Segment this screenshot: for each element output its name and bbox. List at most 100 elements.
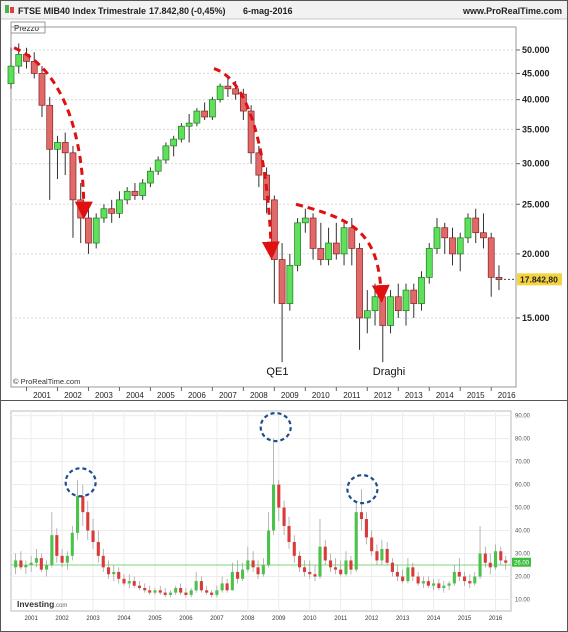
y-tick-label: 20.000 — [522, 249, 550, 259]
candle-body — [61, 142, 69, 154]
candle — [364, 512, 368, 545]
candle-body — [194, 581, 198, 591]
candle — [132, 576, 136, 589]
y-tick-label: 10.00 — [515, 598, 531, 604]
volatility-candlestick-chart: 10.00 20.00 30.00 40.00 50.00 60.00 70.00 80.00… — [10, 410, 531, 622]
candle-body — [349, 560, 353, 570]
candle-body — [447, 583, 451, 586]
candle — [147, 167, 154, 188]
candle — [29, 555, 33, 572]
y-tick-label: 90.00 — [515, 414, 531, 420]
candle — [349, 555, 353, 575]
candle — [85, 208, 92, 254]
candle-body — [302, 567, 307, 572]
candle-body — [85, 217, 92, 244]
candle — [348, 218, 356, 266]
y-tick-label: 50.000 — [522, 45, 550, 55]
candle — [333, 558, 338, 575]
candle — [236, 560, 240, 584]
candle — [139, 179, 147, 200]
candle — [184, 588, 188, 598]
candle — [30, 52, 38, 79]
candle — [292, 535, 296, 563]
candle-body — [255, 152, 263, 176]
candle-body — [39, 558, 43, 570]
candle — [91, 519, 95, 549]
x-tick-label: 2009 — [281, 391, 299, 398]
x-tick-label: 2011 — [334, 616, 348, 622]
candle-body — [480, 232, 487, 239]
current-value-tag — [512, 557, 531, 567]
candle — [487, 232, 495, 297]
last-price-tag — [517, 273, 562, 286]
candle-body — [401, 576, 405, 582]
candle-body — [387, 296, 394, 326]
candle — [464, 213, 472, 244]
y-tick-label: 50.00 — [515, 506, 531, 512]
candle-body — [54, 142, 61, 150]
y-tick-label: 40.000 — [522, 95, 550, 105]
candle-body — [286, 264, 294, 304]
candle-body — [282, 507, 286, 526]
candle — [168, 590, 172, 598]
candle-body — [185, 122, 193, 127]
candle — [50, 512, 54, 568]
candle-body — [379, 296, 387, 326]
candle-body — [488, 562, 492, 568]
candle-body — [232, 88, 239, 95]
x-tick-label: 2013 — [396, 616, 410, 622]
candle — [483, 546, 487, 568]
candle-body — [251, 560, 255, 568]
candle — [261, 558, 265, 577]
candle — [323, 539, 327, 566]
candle — [54, 135, 61, 180]
x-tick-label: 2008 — [250, 391, 268, 398]
x-tick-label: 2014 — [427, 616, 441, 622]
candle-body — [65, 555, 69, 563]
candle-body — [148, 590, 152, 593]
candle-body — [112, 571, 116, 575]
candle-body — [395, 571, 399, 577]
candle — [380, 539, 384, 566]
candle — [100, 204, 108, 223]
candle-body — [137, 585, 142, 589]
candle — [370, 530, 374, 556]
candle-body — [344, 560, 348, 575]
candle — [418, 271, 425, 311]
copyright-label: © ProRealTime.com — [13, 377, 80, 386]
candle — [174, 585, 178, 595]
candle — [154, 156, 162, 176]
chart-last-value: 17.842,80 — [149, 6, 189, 16]
x-tick-label: 2011 — [343, 391, 361, 398]
candle — [178, 123, 185, 143]
candle — [406, 558, 410, 584]
candle-body — [24, 565, 28, 568]
candle-body — [287, 525, 291, 543]
x-tick-label: 2008 — [241, 616, 255, 622]
x-tick-label: 2005 — [157, 391, 175, 398]
candle — [201, 102, 209, 121]
candle — [251, 551, 255, 572]
candle-body — [416, 576, 420, 584]
candle-body — [224, 85, 232, 90]
candle — [359, 489, 364, 531]
candle — [493, 544, 498, 570]
candle — [193, 108, 201, 127]
candle-body — [189, 590, 193, 595]
candle — [131, 183, 139, 200]
chart-source: www.ProRealTime.com — [462, 6, 562, 16]
x-tick-label: 2013 — [405, 391, 423, 398]
candle — [411, 562, 415, 582]
x-tick-label: 2002 — [64, 391, 82, 398]
candle — [162, 142, 170, 164]
candle-body — [184, 592, 188, 595]
candle — [45, 560, 49, 577]
candle — [344, 551, 348, 577]
candle-body — [168, 592, 172, 595]
candle-body — [108, 208, 116, 214]
x-tick-label: 2010 — [303, 616, 317, 622]
x-tick-label: 2004 — [117, 616, 131, 622]
candle-body — [270, 199, 278, 260]
candle — [153, 588, 157, 595]
candle-body — [375, 551, 379, 561]
